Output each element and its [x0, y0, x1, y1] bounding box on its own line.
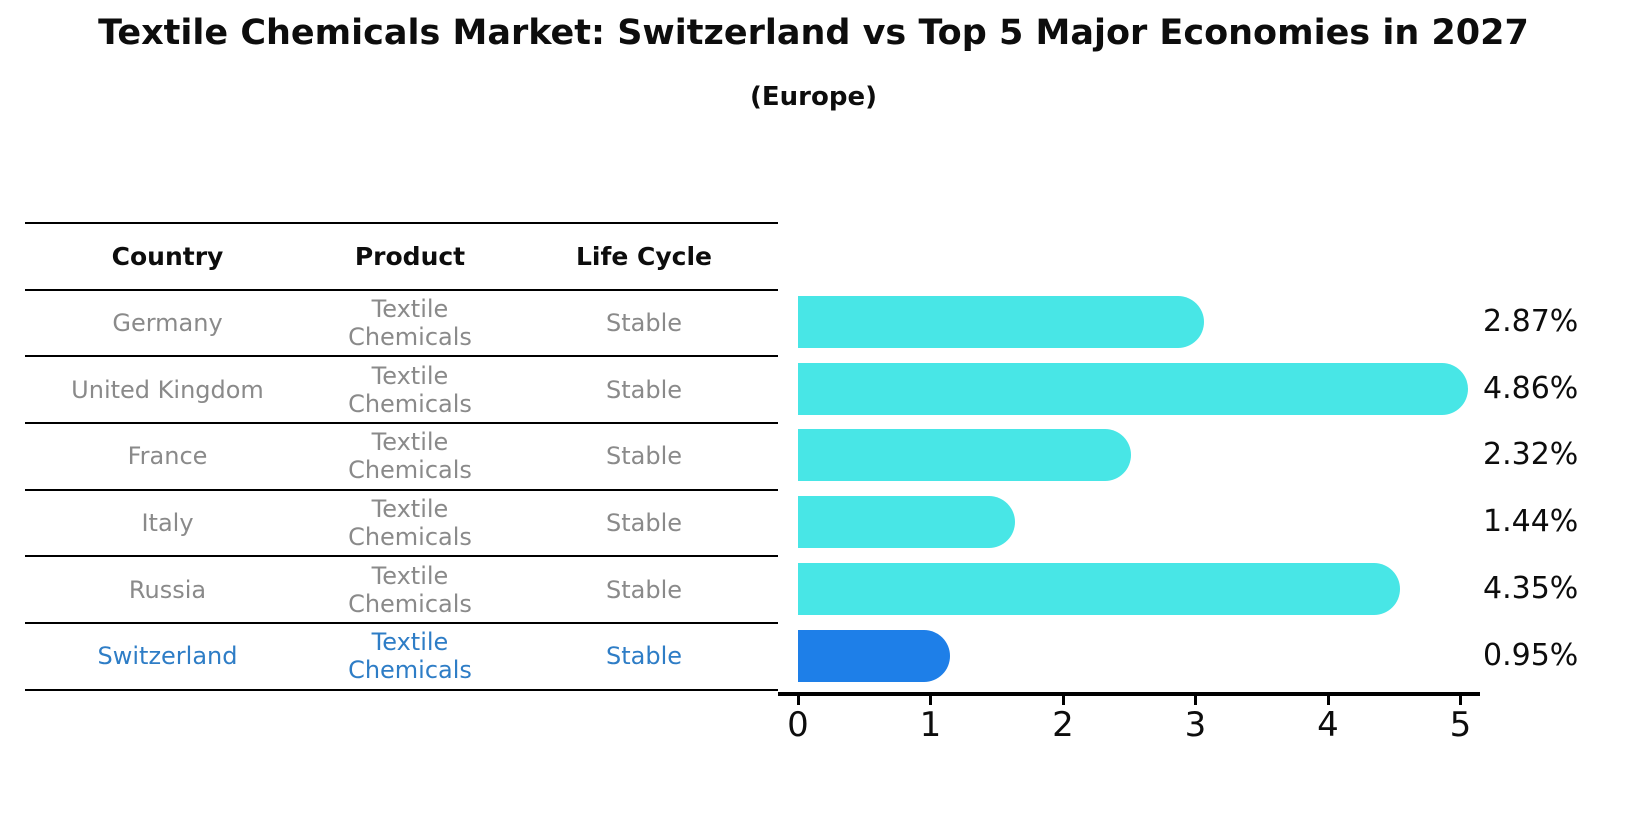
highlight-bar [798, 629, 950, 682]
table-cell-country: United Kingdom [71, 375, 264, 404]
x-tick-label: 3 [1184, 705, 1207, 745]
value-label: 4.86% [1483, 370, 1579, 406]
value-label: 0.95% [1483, 637, 1579, 673]
x-tick [1459, 696, 1462, 705]
x-tick-label: 2 [1052, 705, 1074, 745]
table-row: Switzerland Textile Chemicals Stable [25, 624, 778, 691]
bar [798, 296, 1205, 349]
value-label: 2.87% [1483, 304, 1579, 340]
table-body: Germany Textile Chemicals Stable United … [25, 291, 778, 691]
table-cell-product: Textile Chemicals [348, 428, 472, 485]
table-cell-country: Switzerland [97, 642, 238, 671]
bar [798, 429, 1132, 482]
bar [798, 562, 1401, 615]
table-cell-product: Textile Chemicals [348, 561, 472, 618]
x-tick-label: 1 [919, 705, 942, 745]
x-tick [929, 696, 932, 705]
table-cell-product: Textile Chemicals [348, 628, 472, 685]
chart-subtitle: (Europe) [750, 82, 877, 112]
table-cell-life-cycle: Stable [605, 575, 683, 604]
table-cell-product: Textile Chemicals [348, 295, 472, 352]
value-label: 1.44% [1483, 504, 1579, 540]
table-cell-country: France [127, 442, 208, 471]
table-row: United Kingdom Textile Chemicals Stable [25, 357, 778, 425]
table-cell-country: Russia [128, 575, 207, 604]
value-label: 2.32% [1483, 437, 1579, 473]
table-cell-life-cycle: Stable [605, 375, 683, 404]
x-tick [1061, 696, 1065, 705]
x-tick [796, 696, 800, 705]
table-cell-life-cycle: Stable [605, 509, 683, 538]
x-tick-label: 0 [787, 705, 809, 745]
value-label: 4.35% [1483, 570, 1579, 606]
bar [798, 362, 1468, 415]
table-cell-product: Textile Chemicals [348, 361, 472, 418]
table-row: France Textile Chemicals Stable [25, 424, 778, 491]
table-cell-product: Textile Chemicals [348, 495, 472, 552]
x-axis-line [778, 692, 1480, 696]
country-table: Country Product Life Cycle Germany Texti… [25, 222, 778, 691]
table-header-product: Product [354, 241, 466, 271]
table-row: Italy Textile Chemicals Stable [25, 491, 778, 558]
table-cell-life-cycle: Stable [605, 309, 683, 338]
table-cell-life-cycle: Stable [605, 642, 683, 671]
bar [798, 496, 1015, 549]
x-tick [1194, 696, 1197, 705]
table-cell-country: Germany [112, 309, 223, 338]
table-row: Russia Textile Chemicals Stable [25, 557, 778, 625]
chart-title: Textile Chemicals Market: Switzerland vs… [98, 13, 1529, 53]
table-cell-life-cycle: Stable [605, 442, 683, 471]
table-header-row: Country Product Life Cycle [25, 224, 778, 291]
table-header-country: Country [111, 241, 224, 271]
x-tick-label: 5 [1449, 705, 1472, 745]
table-row: Germany Textile Chemicals Stable [25, 291, 778, 358]
table-header-life-cycle: Life Cycle [575, 241, 713, 271]
x-tick [1326, 696, 1330, 705]
x-tick-label: 4 [1317, 705, 1339, 745]
table-cell-country: Italy [141, 509, 194, 538]
